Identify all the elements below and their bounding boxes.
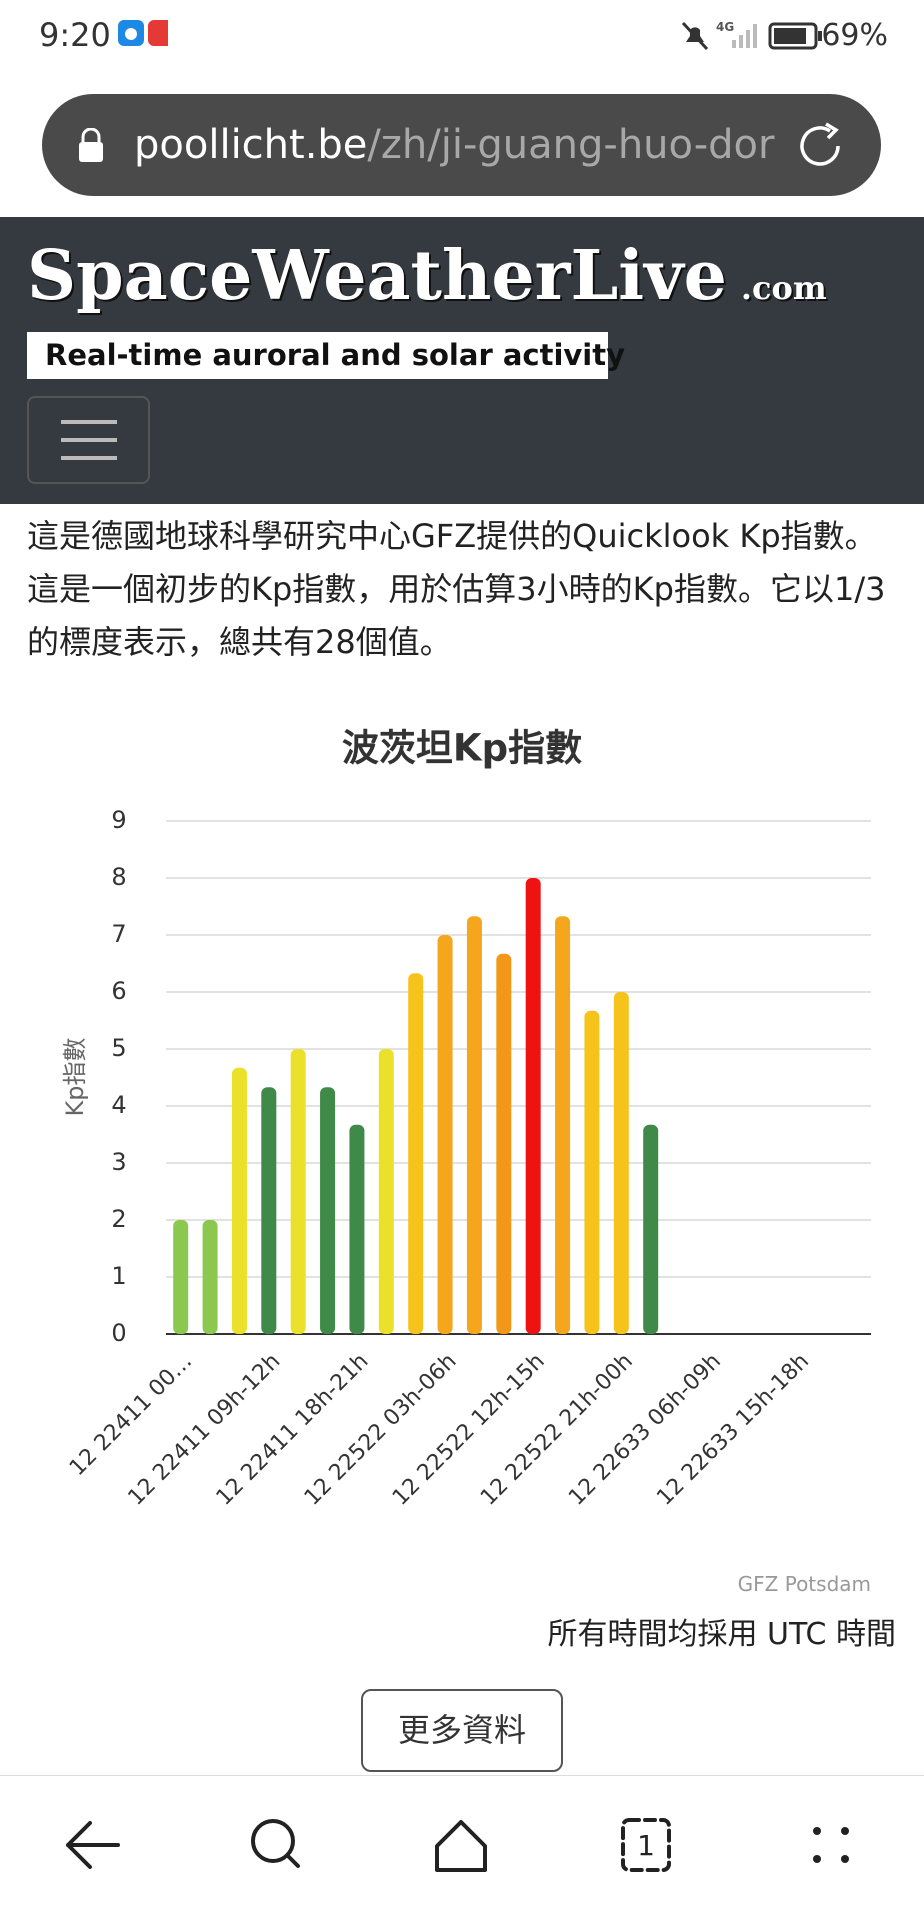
x-tick-label: 12 22522 12h-15h (388, 1349, 550, 1511)
bar (408, 973, 424, 1334)
logo-text: SpaceWeatherLive (27, 236, 727, 316)
network-label: 4G (716, 20, 735, 34)
url-text: poollicht.be/zh/ji-guang-huo-dor (134, 122, 774, 168)
x-tick-label: 12 22522 03h-06h (300, 1349, 462, 1511)
signal-icon (732, 24, 757, 48)
back-button[interactable] (66, 1821, 120, 1869)
battery-level: 69% (821, 18, 888, 53)
more-menu[interactable] (813, 1827, 849, 1863)
tagline: Real-time auroral and solar activity (27, 332, 625, 379)
intro-paragraph: 這是德國地球科學研究中心GFZ提供的Quicklook Kp指數。這是一個初步的… (27, 517, 886, 661)
bar (231, 1067, 247, 1334)
bar (525, 878, 541, 1334)
bar (466, 916, 482, 1334)
y-tick-label: 6 (111, 977, 126, 1005)
battery-icon (768, 22, 822, 50)
chart-title: 波茨坦Kp指數 (342, 727, 582, 770)
status-app-icons (118, 20, 168, 46)
lock-icon (79, 128, 103, 162)
x-tick-label: 12 22411 09h-12h (124, 1349, 286, 1511)
y-tick-label: 2 (111, 1205, 126, 1233)
y-tick-label: 9 (111, 806, 126, 834)
status-time: 9:20 (39, 16, 111, 54)
y-tick-label: 0 (111, 1319, 126, 1347)
logo-domain: .com (740, 269, 827, 307)
menu-icon (61, 420, 117, 460)
site-logo[interactable]: SpaceWeatherLive .com (27, 236, 827, 316)
mute-icon (681, 21, 709, 51)
home-button[interactable] (435, 1820, 487, 1872)
nav-divider (0, 1775, 924, 1776)
y-tick-label: 3 (111, 1148, 126, 1176)
chart-credit: GFZ Potsdam (737, 1572, 871, 1596)
url-host: poollicht.be (134, 122, 368, 168)
y-tick-label: 7 (111, 920, 126, 948)
url-bar[interactable] (42, 94, 881, 196)
bar (173, 1220, 189, 1334)
y-axis-label: Kp指數 (61, 1038, 89, 1117)
x-tick-label: 12 22522 21h-00h (476, 1349, 638, 1511)
bottom-nav: 1 (66, 1818, 849, 1872)
bar (320, 1087, 336, 1334)
bar (290, 1049, 306, 1334)
x-tick-label: 12 22633 06h-09h (564, 1349, 726, 1511)
tabs-button[interactable] (621, 1818, 671, 1872)
y-tick-label: 5 (111, 1034, 126, 1062)
x-tick-label: 12 22633 15h-18h (652, 1349, 814, 1511)
time-note: 所有時間均採用 UTC 時間 (547, 1617, 896, 1652)
bar (349, 1124, 365, 1334)
tab-count: 1 (637, 1829, 655, 1862)
reload-button[interactable] (792, 118, 848, 174)
y-tick-label: 1 (111, 1262, 126, 1290)
url-path: /zh/ji-guang-huo-dor (367, 122, 775, 168)
bar (261, 1087, 277, 1334)
menu-button[interactable] (27, 396, 150, 484)
y-tick-label: 4 (111, 1091, 126, 1119)
bar (202, 1220, 218, 1334)
bar (613, 992, 629, 1334)
more-data-button[interactable]: 更多資料 (361, 1689, 563, 1772)
y-tick-label: 8 (111, 863, 126, 891)
bar (643, 1124, 659, 1334)
bar (584, 1010, 600, 1334)
x-tick-label: 12 22411 18h-21h (212, 1349, 374, 1511)
bar (437, 935, 453, 1334)
bar (378, 1049, 394, 1334)
search-button[interactable] (251, 1819, 295, 1863)
bar (496, 953, 512, 1334)
bar (555, 916, 571, 1334)
